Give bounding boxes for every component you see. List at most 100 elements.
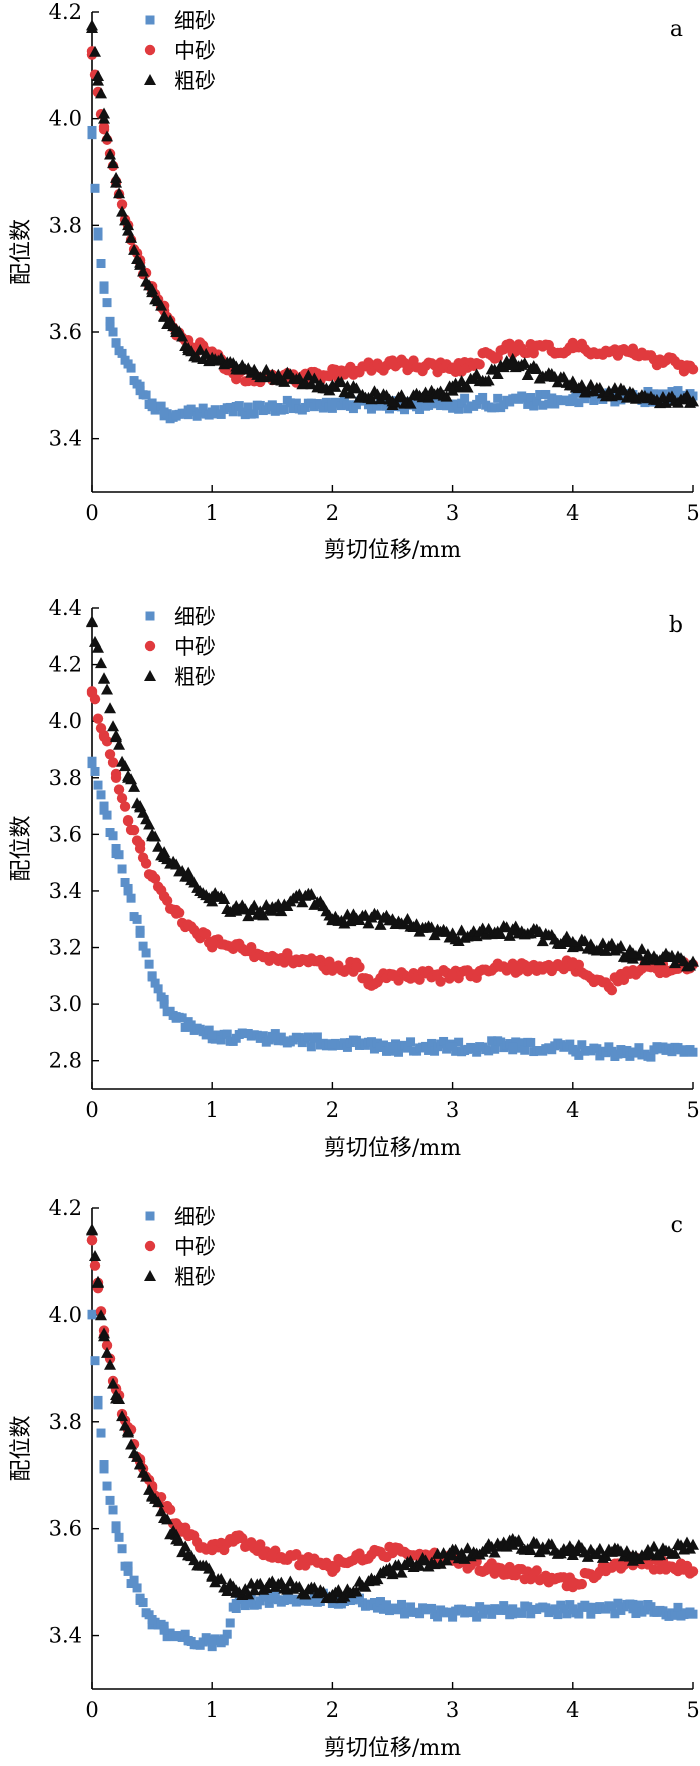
data-point — [176, 330, 189, 342]
x-tick-label: 0 — [85, 1098, 98, 1122]
data-point — [351, 1035, 361, 1045]
data-point — [156, 401, 166, 411]
data-point-key — [327, 369, 338, 380]
data-point-key — [302, 887, 315, 899]
data-point-key — [171, 410, 181, 420]
data-point — [430, 1046, 440, 1056]
data-point — [440, 1554, 453, 1566]
data-point-key — [147, 402, 157, 412]
data-point — [673, 1602, 683, 1612]
data-point — [541, 389, 551, 399]
data-point — [92, 641, 105, 653]
data-point — [264, 1598, 274, 1608]
data-point — [371, 1573, 384, 1585]
data-point — [535, 390, 545, 400]
data-point — [308, 372, 321, 384]
data-point — [518, 357, 531, 369]
panel-label: b — [669, 613, 683, 638]
data-point — [155, 299, 168, 311]
data-point — [469, 1606, 479, 1616]
data-point-key — [183, 1636, 193, 1646]
data-point — [339, 394, 349, 404]
data-point — [95, 657, 108, 669]
y-tick-label: 4.2 — [49, 1196, 82, 1220]
data-point — [275, 905, 288, 917]
data-point — [90, 766, 100, 776]
data-point — [366, 1037, 376, 1047]
data-point — [140, 1470, 153, 1482]
data-point — [231, 1604, 241, 1614]
y-tick-label: 4.4 — [49, 596, 82, 620]
data-point — [435, 976, 446, 987]
x-axis-title: 剪切位移/mm — [324, 538, 461, 563]
data-point — [128, 243, 141, 255]
data-point — [394, 1605, 404, 1615]
y-tick-label: 4.0 — [49, 107, 82, 131]
data-point — [222, 1629, 232, 1639]
data-point — [207, 1642, 217, 1652]
series-triangle-3 — [86, 19, 699, 411]
data-point — [643, 386, 653, 396]
data-point — [427, 1603, 437, 1613]
data-point — [108, 1505, 118, 1515]
data-point — [586, 1609, 596, 1619]
data-point — [428, 929, 441, 941]
data-point-key — [568, 394, 578, 404]
data-point — [122, 219, 135, 231]
data-point — [496, 1605, 506, 1615]
data-point-key — [448, 399, 458, 409]
data-point-key — [567, 1576, 578, 1588]
data-point — [494, 927, 507, 939]
data-point — [258, 1031, 268, 1041]
data-point-key — [158, 310, 171, 321]
data-point — [482, 374, 495, 386]
x-tick-label: 4 — [566, 501, 579, 525]
data-point-key — [110, 1389, 123, 1401]
data-point — [531, 1565, 542, 1576]
data-point — [336, 401, 346, 411]
data-point-key — [206, 352, 219, 364]
data-point-key — [566, 379, 579, 391]
y-tick-label: 3.2 — [49, 936, 82, 960]
data-point-key — [446, 384, 459, 396]
data-point — [607, 1046, 617, 1056]
data-point-key — [147, 1615, 157, 1625]
y-axis-title: 配位数 — [9, 1415, 34, 1481]
legend-marker — [144, 1270, 156, 1281]
data-point-key — [147, 971, 157, 981]
data-point-key — [171, 1631, 181, 1641]
data-point-key — [568, 1044, 578, 1054]
data-point — [350, 382, 363, 394]
data-point — [532, 396, 542, 406]
data-point-key — [146, 828, 159, 840]
data-point-key — [448, 1609, 458, 1619]
data-point — [114, 1532, 124, 1542]
data-point-key — [206, 1570, 219, 1582]
data-point — [92, 713, 104, 724]
data-point-key — [183, 410, 193, 420]
data-point-key — [92, 70, 105, 81]
data-point-key — [122, 815, 134, 826]
data-point — [541, 1603, 551, 1613]
data-point — [359, 1580, 372, 1592]
data-point — [511, 1037, 521, 1047]
data-point — [523, 1602, 533, 1612]
data-point — [108, 327, 118, 337]
data-point — [610, 397, 620, 407]
data-point-key — [687, 1566, 699, 1577]
data-point — [242, 910, 255, 922]
y-axis-title: 配位数 — [9, 219, 34, 285]
data-point — [593, 1542, 606, 1554]
data-point — [105, 1495, 115, 1505]
data-point-key — [135, 928, 145, 938]
data-point — [344, 387, 357, 399]
data-point — [424, 400, 434, 410]
data-point-key — [135, 386, 145, 396]
legend-marker — [144, 74, 156, 85]
legend-label: 中砂 — [174, 1235, 216, 1259]
data-point-key — [230, 363, 243, 375]
data-point — [107, 157, 120, 169]
data-point — [634, 1043, 644, 1053]
data-point-key — [93, 1395, 103, 1405]
